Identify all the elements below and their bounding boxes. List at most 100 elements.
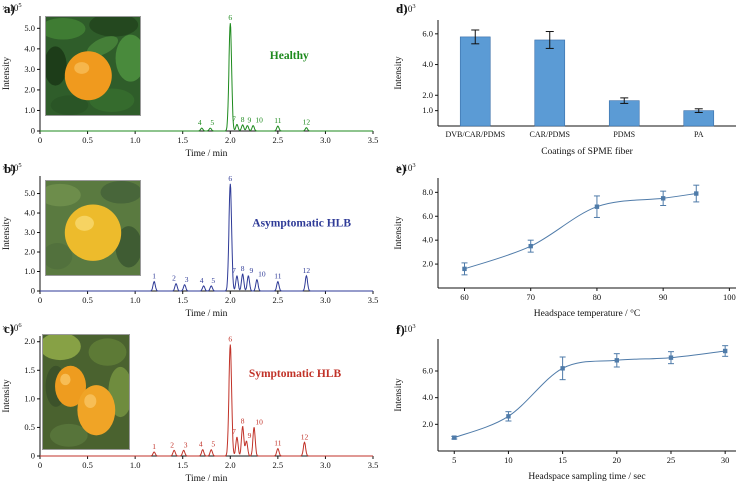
svg-text:4.0: 4.0 [422, 392, 433, 402]
svg-text:2: 2 [170, 440, 174, 449]
svg-text:2.0: 2.0 [225, 135, 236, 145]
svg-text:3.5: 3.5 [368, 135, 379, 145]
svg-text:1.5: 1.5 [177, 295, 188, 305]
svg-text:0.5: 0.5 [82, 135, 93, 145]
panel-label-a: a) [4, 1, 15, 16]
svg-text:25: 25 [667, 455, 676, 465]
fiber-coating-bar-chart: 1.0 2.0 4.0 6.0 DVB/CAR/PDMS CAR/PDMS PDMS PA Co… [394, 3, 736, 157]
svg-text:3: 3 [185, 275, 189, 284]
svg-text:2.0: 2.0 [24, 247, 35, 257]
svg-text:5: 5 [211, 276, 215, 285]
svg-text:Intensity: Intensity [2, 217, 12, 250]
svg-text:1.0: 1.0 [24, 393, 35, 403]
svg-text:1: 1 [152, 272, 156, 281]
svg-text:9: 9 [248, 116, 252, 125]
svg-text:6: 6 [228, 174, 232, 183]
svg-text:6.0: 6.0 [422, 211, 433, 221]
svg-text:DVB/CAR/PDMS: DVB/CAR/PDMS [445, 130, 505, 139]
svg-text:1.0: 1.0 [24, 266, 35, 276]
svg-text:3: 3 [184, 440, 188, 449]
svg-text:8: 8 [241, 264, 245, 273]
svg-text:10: 10 [258, 270, 266, 279]
svg-text:7: 7 [232, 114, 236, 123]
svg-text:2.5: 2.5 [273, 295, 284, 305]
svg-text:0.5: 0.5 [82, 460, 93, 470]
headspace-sampling-time-plot: 5 10 15 20 25 30 2.0 4.0 6.0 Headspace sampling t… [394, 323, 736, 482]
svg-text:0: 0 [31, 286, 35, 296]
svg-text:0.5: 0.5 [24, 422, 35, 432]
svg-text:20: 20 [613, 455, 622, 465]
svg-text:4.0: 4.0 [422, 235, 433, 245]
panel-d-fiber-coating-bar-chart: d) 1.0 2.0 4.0 6.0 DVB/CAR/PDMS CAR/PDMS PDMS P… [392, 0, 750, 158]
symptomatic-chromatogram-chart: 0 0.5 1.0 1.5 2.0 2.5 3.0 3.5 0 0.5 1.0 1.5 2.0 Time … [2, 322, 379, 483]
panel-f-sampling-time-plot: f) 5 10 15 20 25 30 2.0 4.0 6.0 Headspace samplin… [392, 321, 750, 483]
svg-text:70: 70 [526, 292, 535, 302]
svg-text:2.0: 2.0 [24, 336, 35, 346]
svg-text:2.0: 2.0 [422, 259, 433, 269]
svg-text:4: 4 [198, 118, 202, 127]
svg-text:× 103: × 103 [396, 323, 416, 334]
svg-text:× 103: × 103 [396, 162, 416, 173]
svg-text:Asymptomatic HLB: Asymptomatic HLB [252, 218, 351, 230]
svg-text:Time / min: Time / min [186, 149, 228, 158]
svg-text:15: 15 [558, 455, 567, 465]
svg-text:2.0: 2.0 [422, 419, 433, 429]
svg-text:9: 9 [248, 431, 252, 440]
svg-text:5: 5 [452, 455, 456, 465]
svg-text:2.0: 2.0 [225, 460, 236, 470]
svg-text:0.5: 0.5 [82, 295, 93, 305]
svg-text:1.0: 1.0 [130, 295, 141, 305]
svg-text:2.0: 2.0 [24, 84, 35, 94]
svg-text:Intensity: Intensity [394, 56, 404, 89]
svg-text:× 106: × 106 [2, 322, 22, 333]
svg-text:6.0: 6.0 [422, 366, 433, 376]
panel-c-symptomatic-chromatogram: c) 0 0.5 1.0 1.5 2.0 2.5 3.0 3.5 0 0.5 1.0 1.5 2.0 Ti… [0, 320, 385, 483]
svg-text:7: 7 [232, 266, 236, 275]
svg-text:6.0: 6.0 [422, 28, 433, 38]
svg-text:CAR/PDMS: CAR/PDMS [530, 130, 570, 139]
svg-text:× 103: × 103 [396, 3, 416, 14]
svg-text:80: 80 [593, 292, 602, 302]
svg-text:9: 9 [249, 266, 253, 275]
healthy-citrus-photo [45, 16, 141, 116]
svg-text:4.0: 4.0 [422, 59, 433, 69]
svg-text:2.0: 2.0 [225, 295, 236, 305]
panel-label-c: c) [4, 321, 15, 336]
svg-text:Symptomatic HLB: Symptomatic HLB [249, 368, 342, 380]
svg-text:8: 8 [241, 416, 245, 425]
svg-text:6: 6 [228, 335, 232, 344]
svg-text:0: 0 [38, 295, 42, 305]
svg-text:1.0: 1.0 [130, 135, 141, 145]
svg-text:PA: PA [694, 130, 704, 139]
svg-text:11: 11 [274, 439, 281, 448]
svg-text:4.0: 4.0 [24, 208, 35, 218]
svg-text:6: 6 [228, 13, 232, 22]
svg-text:90: 90 [659, 292, 668, 302]
svg-text:10: 10 [255, 116, 263, 125]
svg-text:Time / min: Time / min [186, 309, 228, 318]
svg-text:0: 0 [31, 451, 35, 461]
symptomatic-citrus-photo [42, 334, 130, 450]
svg-text:Healthy: Healthy [270, 50, 309, 62]
svg-text:1.0: 1.0 [24, 105, 35, 115]
svg-text:1.0: 1.0 [130, 460, 141, 470]
svg-text:Coatings of SPME fiber: Coatings of SPME fiber [541, 146, 633, 157]
healthy-citrus-photo-art [46, 17, 140, 115]
svg-text:3.0: 3.0 [24, 227, 35, 237]
svg-text:1.5: 1.5 [24, 365, 35, 375]
svg-text:1.5: 1.5 [177, 460, 188, 470]
svg-text:Intensity: Intensity [394, 378, 404, 411]
svg-text:11: 11 [274, 272, 281, 281]
svg-text:3.0: 3.0 [24, 64, 35, 74]
svg-text:8.0: 8.0 [422, 187, 433, 197]
svg-text:Intensity: Intensity [2, 57, 12, 90]
panel-label-d: d) [396, 1, 408, 16]
svg-text:Intensity: Intensity [2, 379, 12, 412]
svg-text:4: 4 [199, 440, 203, 449]
svg-text:3.5: 3.5 [368, 460, 379, 470]
svg-text:60: 60 [460, 292, 469, 302]
panel-label-f: f) [396, 322, 405, 337]
svg-text:0: 0 [38, 135, 42, 145]
healthy-chromatogram-chart: 0 0.5 1.0 1.5 2.0 2.5 3.0 3.5 0 1.0 2.0 3.0 4.0 5.0 Ti… [2, 2, 379, 158]
